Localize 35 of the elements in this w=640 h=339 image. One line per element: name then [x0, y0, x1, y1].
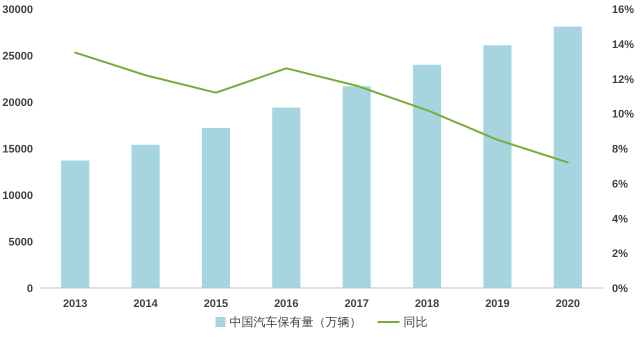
y2-tick-label: 12% — [612, 74, 634, 86]
bar — [342, 86, 371, 288]
bar — [554, 26, 582, 288]
x-tick-label: 2018 — [414, 298, 440, 310]
x-tick-label: 2013 — [62, 298, 88, 310]
x-tick-label: 2016 — [274, 298, 299, 310]
y2-tick-label: 0% — [612, 283, 628, 295]
bar — [131, 144, 160, 288]
y-tick-label: 20000 — [2, 97, 33, 109]
legend-label: 同比 — [404, 315, 428, 329]
y-tick-label: 0 — [26, 283, 33, 295]
x-tick-label: 2017 — [344, 298, 369, 310]
y-tick-label: 15000 — [2, 144, 33, 156]
y2-tick-label: 10% — [612, 108, 634, 121]
bar — [412, 64, 442, 288]
y-tick-label: 30000 — [2, 4, 33, 16]
y2-tick-label: 16% — [612, 4, 634, 16]
bar — [272, 108, 300, 288]
y2-tick-label: 14% — [612, 38, 634, 51]
y2-tick-label: 8% — [612, 144, 628, 156]
x-tick-label: 2015 — [204, 298, 228, 310]
y2-tick-label: 4% — [612, 213, 628, 226]
y-tick-label: 25000 — [2, 50, 33, 62]
legend-label: 中国汽车保有量（万辆） — [230, 315, 362, 329]
y-tick-label: 10000 — [2, 190, 33, 202]
bar — [202, 128, 230, 288]
line-series — [74, 52, 569, 164]
x-tick-label: 2014 — [133, 298, 159, 310]
y-tick-label: 5000 — [8, 236, 33, 248]
bar — [61, 160, 90, 288]
y2-tick-label: 2% — [612, 248, 628, 260]
x-tick-label: 2020 — [556, 298, 580, 310]
y2-tick-label: 6% — [612, 178, 628, 190]
bar — [483, 45, 512, 288]
x-tick-label: 2019 — [485, 298, 510, 310]
